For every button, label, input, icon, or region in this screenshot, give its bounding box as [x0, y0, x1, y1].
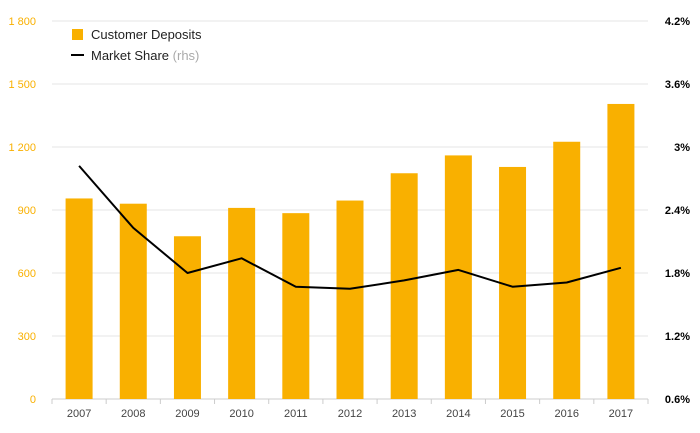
x-tick-label: 2015 — [500, 408, 524, 420]
bar-2017 — [607, 103, 635, 399]
y-left-tick-label: 600 — [18, 268, 36, 280]
bar-2012 — [336, 200, 364, 399]
grid-lines — [51, 20, 649, 404]
legend-label-market-share-text: Market Share — [91, 48, 169, 63]
bar-2013 — [390, 173, 418, 399]
x-tick-label: 2013 — [392, 408, 416, 420]
bar-2010 — [228, 207, 256, 399]
y-left-tick-label: 0 — [30, 394, 36, 406]
y-right-tick-label: 2.4% — [665, 205, 690, 217]
bar-2009 — [173, 236, 201, 399]
y-right-tick-label: 1.8% — [665, 268, 690, 280]
y-axis-left-ticks: 0 300 600 900 1 200 1 500 1 800 — [8, 16, 36, 406]
y-right-tick-label: 3% — [674, 142, 690, 154]
legend-swatch-customer-deposits — [72, 29, 83, 40]
bar-2014 — [444, 155, 472, 399]
legend: Customer Deposits Market Share (rhs) — [71, 27, 202, 63]
x-tick-label: 2008 — [121, 408, 145, 420]
x-tick-label: 2009 — [175, 408, 199, 420]
y-right-tick-label: 4.2% — [665, 16, 690, 28]
line-market-share — [78, 165, 622, 290]
legend-label-market-share-suffix: (rhs) — [173, 48, 200, 63]
x-tick-label: 2014 — [446, 408, 470, 420]
y-right-tick-label: 3.6% — [665, 79, 690, 91]
y-left-tick-label: 900 — [18, 205, 36, 217]
y-left-tick-label: 1 500 — [8, 79, 36, 91]
bars-customer-deposits — [65, 103, 635, 399]
y-right-tick-label: 0.6% — [665, 394, 690, 406]
legend-label-customer-deposits: Customer Deposits — [91, 27, 202, 42]
x-tick-label: 2007 — [67, 408, 91, 420]
x-tick-label: 2012 — [338, 408, 362, 420]
bar-2011 — [282, 213, 310, 399]
y-axis-right-ticks: 0.6% 1.2% 1.8% 2.4% 3% 3.6% 4.2% — [665, 16, 690, 406]
x-tick-label: 2011 — [284, 408, 308, 420]
y-left-tick-label: 300 — [18, 331, 36, 343]
bar-2008 — [119, 203, 147, 399]
bar-2007 — [65, 198, 93, 399]
x-tick-label: 2010 — [229, 408, 253, 420]
legend-label-market-share: Market Share (rhs) — [91, 48, 199, 63]
x-tick-label: 2016 — [554, 408, 578, 420]
y-left-tick-label: 1 800 — [8, 16, 36, 28]
bar-2016 — [553, 141, 581, 399]
x-axis-ticks: 2007 2008 2009 2010 2011 2012 2013 2014 2015 2016… — [67, 408, 633, 420]
y-left-tick-label: 1 200 — [8, 142, 36, 154]
x-tick-label: 2017 — [609, 408, 633, 420]
y-right-tick-label: 1.2% — [665, 331, 690, 343]
